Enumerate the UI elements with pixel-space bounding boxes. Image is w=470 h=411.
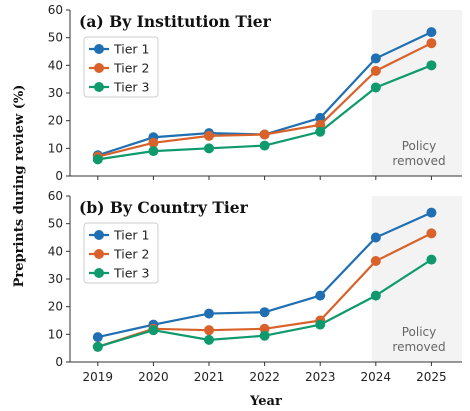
y-tick-label: 40 [48,244,63,258]
data-point-tier-3 [204,334,215,345]
legend-label: Tier 2 [113,61,149,76]
policy-annotation-line1: Policy [402,325,437,339]
legend-label: Tier 3 [113,266,149,281]
y-tick-label: 60 [48,3,63,17]
data-point-tier-3 [426,254,437,265]
y-tick-label: 20 [48,114,63,128]
data-point-tier-1 [426,207,437,218]
legend-marker [94,63,104,73]
data-point-tier-2 [148,137,159,148]
policy-annotation-line1: Policy [402,139,437,153]
data-point-tier-3 [259,140,270,151]
policy-removed-region [371,10,462,176]
policy-annotation-line2: removed [392,154,445,168]
data-point-tier-1 [426,27,437,38]
data-point-tier-3 [148,325,159,336]
y-tick-label: 30 [48,272,63,286]
y-tick-label: 0 [55,355,63,369]
legend-marker [94,82,104,92]
y-tick-label: 40 [48,58,63,72]
panel-title: (a) By Institution Tier [79,12,272,31]
data-point-tier-1 [315,112,326,123]
y-tick-label: 20 [48,300,63,314]
data-point-tier-2 [315,119,326,130]
x-tick-label: 2025 [416,370,447,384]
data-point-tier-3 [92,154,103,165]
y-tick-label: 10 [48,141,63,155]
policy-removed-region [371,196,462,362]
data-point-tier-2 [370,65,381,76]
data-point-tier-2 [370,256,381,267]
data-point-tier-3 [204,143,215,154]
y-tick-label: 0 [55,169,63,183]
y-tick-label: 60 [48,189,63,203]
data-point-tier-3 [92,341,103,352]
legend-label: Tier 3 [113,80,149,95]
x-tick-label: 2023 [305,370,336,384]
data-point-tier-2 [259,323,270,334]
legend-marker [94,230,104,240]
data-point-tier-1 [259,307,270,318]
x-tick-label: 2019 [83,370,114,384]
data-point-tier-2 [204,325,215,336]
x-tick-label: 2020 [138,370,169,384]
y-tick-label: 50 [48,217,63,231]
y-axis-label: Preprints during review (%) [12,85,27,288]
legend-label: Tier 1 [113,42,149,57]
data-point-tier-1 [204,308,215,319]
data-point-tier-3 [259,330,270,341]
data-point-tier-2 [259,129,270,140]
data-point-tier-1 [370,232,381,243]
legend-marker [94,268,104,278]
y-tick-label: 50 [48,31,63,45]
x-tick-label: 2021 [194,370,225,384]
x-tick-label: 2022 [249,370,280,384]
x-tick-label: 2024 [361,370,392,384]
data-point-tier-2 [426,38,437,49]
data-point-tier-2 [426,228,437,239]
panel-title: (b) By Country Tier [79,198,249,217]
legend-marker [94,44,104,54]
data-point-tier-3 [148,146,159,157]
legend-label: Tier 1 [113,228,149,243]
data-point-tier-3 [370,82,381,93]
data-point-tier-1 [92,332,103,343]
policy-annotation-line2: removed [392,340,445,354]
data-point-tier-3 [315,126,326,137]
data-point-tier-1 [315,290,326,301]
data-point-tier-1 [370,53,381,64]
x-axis-label: Year [249,394,282,409]
data-point-tier-3 [315,319,326,330]
data-point-tier-3 [370,290,381,301]
legend-marker [94,249,104,259]
y-tick-label: 10 [48,327,63,341]
data-point-tier-3 [426,60,437,71]
legend-label: Tier 2 [113,247,149,262]
data-point-tier-2 [204,130,215,141]
y-tick-label: 30 [48,86,63,100]
